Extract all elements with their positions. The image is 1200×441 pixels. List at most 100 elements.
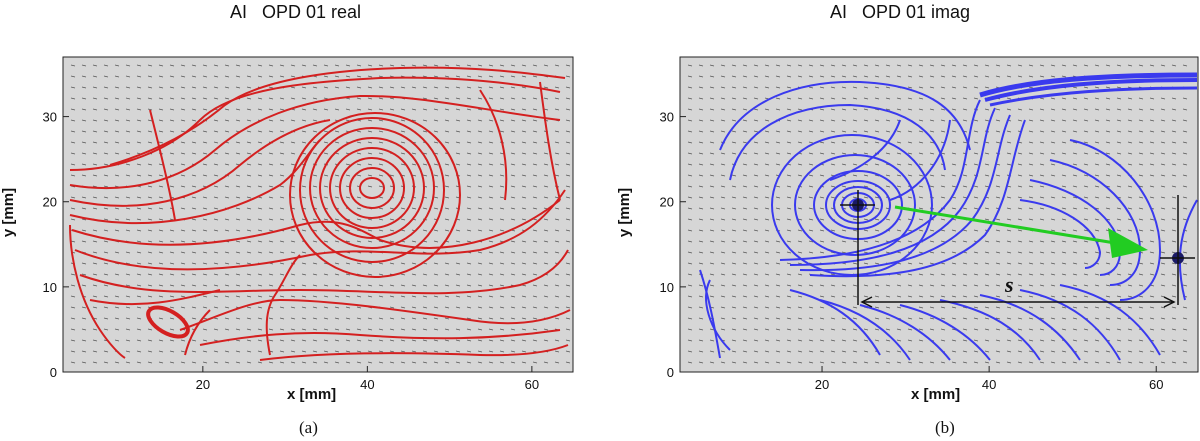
vector-arrow [830,86,836,89]
vector-arrow [1061,174,1067,177]
vector-arrow [466,196,472,199]
vector-arrow [929,152,935,155]
vector-arrow [896,141,902,144]
vector-arrow [235,185,241,188]
vector-arrow [279,141,285,144]
vector-arrow [830,108,836,111]
vector-arrow [962,295,968,298]
vector-arrow [819,306,825,309]
vector-arrow [940,295,946,298]
vector-arrow [1160,284,1166,287]
vector-arrow [984,361,990,364]
vector-arrow [147,64,153,67]
vector-arrow [731,361,737,364]
vector-arrow [499,97,505,100]
vector-arrow [235,119,241,122]
vector-arrow [554,64,560,67]
vector-arrow [1039,130,1045,133]
vector-arrow [180,229,186,232]
vector-arrow [687,130,693,133]
x-axis-label: x [mm] [287,386,337,403]
vector-arrow [742,64,748,67]
vector-arrow [378,108,384,111]
vector-arrow [224,196,230,199]
vector-arrow [896,174,902,177]
vector-arrow [136,251,142,254]
vector-arrow [235,218,241,221]
vector-arrow [852,64,858,67]
vector-arrow [565,108,571,111]
vector-arrow [797,251,803,254]
vector-arrow [158,196,164,199]
vector-arrow [1006,97,1012,100]
vector-arrow [279,240,285,243]
vector-arrow [731,328,737,331]
vector-arrow [400,317,406,320]
vector-arrow [136,97,142,100]
vector-arrow [973,229,979,232]
vector-arrow [543,185,549,188]
vector-arrow [973,119,979,122]
vector-arrow [698,185,704,188]
vector-arrow [1105,97,1111,100]
vector-arrow [1061,152,1067,155]
vector-arrow [290,295,296,298]
vector-arrow [1050,130,1056,133]
vector-arrow [532,273,538,276]
vector-arrow [929,108,935,111]
vector-arrow [709,130,715,133]
vector-arrow [731,251,737,254]
vector-arrow [433,207,439,210]
vector-arrow [742,295,748,298]
vector-arrow [753,339,759,342]
vector-arrow [323,317,329,320]
vector-arrow [224,361,230,364]
vector-arrow [136,64,142,67]
vector-arrow [808,75,814,78]
vector-arrow [918,317,924,320]
vector-arrow [312,97,318,100]
vector-arrow [455,108,461,111]
vector-arrow [290,361,296,364]
vector-arrow [786,152,792,155]
vector-arrow [290,273,296,276]
vector-arrow [433,350,439,353]
vector-arrow [345,328,351,331]
vector-arrow [389,295,395,298]
vector-arrow [521,350,527,353]
vector-arrow [521,207,527,210]
vector-arrow [312,174,318,177]
vector-arrow [1006,284,1012,287]
vector-arrow [841,141,847,144]
vector-arrow [356,141,362,144]
vector-arrow [984,317,990,320]
vector-arrow [808,119,814,122]
vector-arrow [973,163,979,166]
vector-arrow [698,240,704,243]
vector-arrow [290,339,296,342]
vector-arrow [1171,163,1177,166]
vector-arrow [433,97,439,100]
vector-arrow [819,86,825,89]
vector-arrow [852,218,858,221]
vector-arrow [841,75,847,78]
vector-arrow [169,119,175,122]
vector-arrow [984,350,990,353]
y-tick-label: 30 [660,110,674,125]
vector-arrow [488,273,494,276]
vector-arrow [874,86,880,89]
vector-arrow [885,328,891,331]
vector-arrow [510,86,516,89]
vector-arrow [1039,174,1045,177]
vector-arrow [257,141,263,144]
vector-arrow [554,350,560,353]
vector-arrow [764,273,770,276]
vector-arrow [852,328,858,331]
vector-arrow [797,317,803,320]
vector-arrow [1182,207,1188,210]
vector-arrow [731,64,737,67]
vector-arrow [1182,196,1188,199]
vector-arrow [698,130,704,133]
vector-arrow [488,350,494,353]
vector-arrow [687,361,693,364]
